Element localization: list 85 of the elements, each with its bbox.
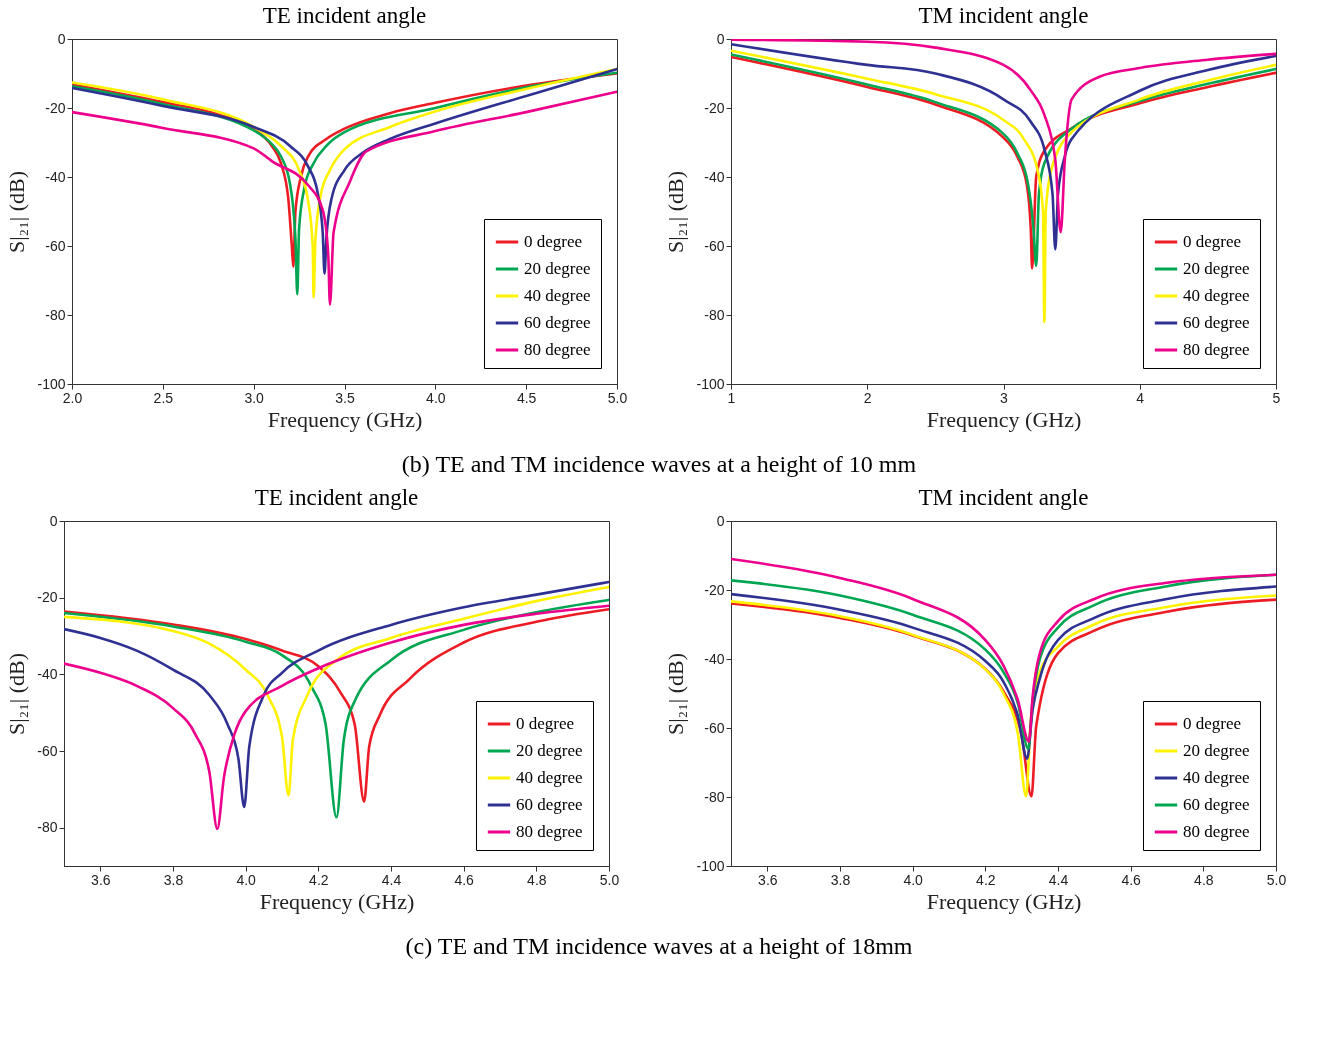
legend-label: 40 degree: [524, 286, 591, 305]
legend-label: 0 degree: [516, 714, 575, 733]
y-tick-label: -40: [37, 665, 58, 682]
x-axis-title: Frequency (GHz): [259, 888, 415, 914]
legend-label: 60 degree: [524, 313, 591, 332]
text: (b) TE and TM incidence waves at a height of 10 mm: [400, 451, 918, 478]
y-tick-label: 0: [49, 512, 58, 529]
y-tick-label: -40: [704, 168, 725, 185]
x-tick-label: 4.2: [976, 871, 996, 888]
x-tick-label: 3.5: [335, 389, 355, 406]
x-tick-label: 3.6: [758, 871, 778, 888]
y-tick-label: -80: [37, 819, 58, 836]
x-tick-label: 4.4: [381, 871, 402, 888]
y-tick-label: -40: [45, 168, 66, 185]
x-tick-label: 3.0: [244, 389, 265, 406]
legend-label: 20 degree: [524, 259, 591, 278]
x-axis-title: Frequency (GHz): [267, 406, 423, 432]
x-tick-label: 4.8: [1194, 871, 1214, 888]
legend-label: 60 degree: [516, 795, 583, 814]
legend-label: 20 degree: [516, 741, 583, 760]
y-tick-label: -20: [704, 99, 725, 116]
y-tick-label: 0: [57, 30, 66, 47]
x-tick-label: 3.6: [91, 871, 111, 888]
legend-label: 80 degree: [1183, 340, 1250, 359]
legend-label: 0 degree: [524, 232, 583, 251]
y-axis-title: S|₂₁| (dB): [4, 652, 30, 736]
y-tick-label: -20: [45, 99, 66, 116]
y-tick-label: -40: [704, 650, 725, 667]
y-tick-label: -100: [696, 375, 725, 392]
x-tick-label: 4: [1136, 389, 1145, 406]
x-tick-label: 4.0: [426, 389, 446, 406]
x-tick-label: 3.8: [830, 871, 851, 888]
x-tick-label: 4.6: [1121, 871, 1142, 888]
y-tick-label: -80: [704, 306, 725, 323]
y-tick-label: -100: [37, 375, 66, 392]
legend-label: 40 degree: [1183, 286, 1250, 305]
legend-label: 20 degree: [1183, 259, 1250, 278]
y-tick-label: -20: [704, 581, 725, 598]
y-tick-label: 0: [716, 512, 725, 529]
y-tick-label: -80: [45, 306, 66, 323]
y-tick-label: -100: [696, 857, 725, 874]
y-tick-label: -60: [45, 237, 66, 254]
x-tick-label: 4.0: [903, 871, 924, 888]
y-tick-label: -60: [704, 237, 725, 254]
x-tick-label: 4.8: [527, 871, 547, 888]
chart-title: TE incident angle: [254, 485, 419, 510]
x-tick-label: 2.0: [62, 389, 83, 406]
chart-title: TE incident angle: [262, 3, 427, 28]
y-tick-label: -80: [704, 788, 725, 805]
x-tick-label: 2: [863, 389, 872, 406]
legend-label: 60 degree: [1183, 795, 1250, 814]
y-tick-label: -60: [37, 742, 58, 759]
y-tick-label: -60: [704, 719, 725, 736]
legend-label: 60 degree: [1183, 313, 1250, 332]
x-tick-label: 3: [1000, 389, 1009, 406]
x-tick-label: 4.6: [454, 871, 475, 888]
legend-label: 40 degree: [1183, 768, 1250, 787]
y-axis-title: S|₂₁| (dB): [663, 170, 689, 254]
x-tick-label: 4.4: [1048, 871, 1069, 888]
x-tick-label: 3.8: [163, 871, 184, 888]
legend-label: 40 degree: [516, 768, 583, 787]
y-tick-label: 0: [716, 30, 725, 47]
y-tick-label: -20: [37, 589, 58, 606]
legend-label: 80 degree: [516, 822, 583, 841]
legend-label: 0 degree: [1183, 232, 1242, 251]
x-tick-label: 1: [727, 389, 736, 406]
legend-label: 80 degree: [524, 340, 591, 359]
x-tick-label: 4.2: [309, 871, 329, 888]
chart-title: TM incident angle: [918, 3, 1089, 28]
legend-label: 0 degree: [1183, 714, 1242, 733]
x-tick-label: 5.0: [599, 871, 620, 888]
x-tick-label: 2.5: [153, 389, 174, 406]
y-axis-title: S|₂₁| (dB): [4, 170, 30, 254]
chart-title: TM incident angle: [918, 485, 1089, 510]
x-tick-label: 4.0: [236, 871, 257, 888]
x-tick-label: 4.5: [516, 389, 537, 406]
legend-label: 80 degree: [1183, 822, 1250, 841]
x-axis-title: Frequency (GHz): [926, 406, 1082, 432]
text: (c) TE and TM incidence waves at a height of 18mm: [404, 933, 914, 960]
x-axis-title: Frequency (GHz): [926, 888, 1082, 914]
x-tick-label: 5: [1272, 389, 1281, 406]
x-tick-label: 5.0: [607, 389, 628, 406]
y-axis-title: S|₂₁| (dB): [663, 652, 689, 736]
legend-label: 20 degree: [1183, 741, 1250, 760]
x-tick-label: 5.0: [1266, 871, 1287, 888]
